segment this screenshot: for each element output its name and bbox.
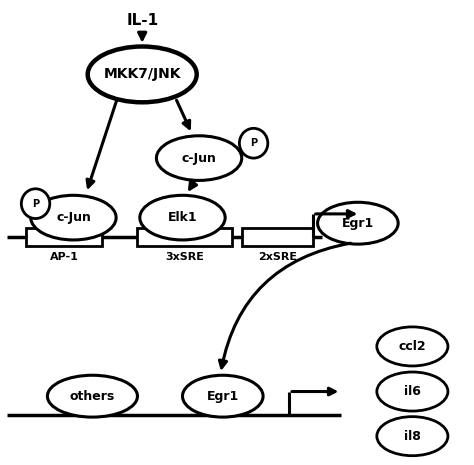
- Bar: [242, 228, 313, 246]
- Ellipse shape: [239, 128, 268, 158]
- Text: others: others: [70, 390, 115, 403]
- Text: Elk1: Elk1: [168, 211, 197, 224]
- Text: il6: il6: [404, 385, 421, 398]
- Ellipse shape: [182, 375, 263, 417]
- Text: IL-1: IL-1: [126, 13, 158, 28]
- Bar: [26, 228, 102, 246]
- Text: ccl2: ccl2: [399, 340, 426, 353]
- Text: MKK7/JNK: MKK7/JNK: [103, 67, 181, 81]
- Ellipse shape: [31, 195, 116, 240]
- Text: Egr1: Egr1: [207, 390, 239, 403]
- Ellipse shape: [140, 195, 225, 240]
- Ellipse shape: [318, 202, 398, 244]
- Text: AP-1: AP-1: [50, 252, 78, 262]
- Text: il8: il8: [404, 430, 421, 443]
- Text: Egr1: Egr1: [342, 217, 374, 230]
- Ellipse shape: [377, 327, 448, 366]
- Ellipse shape: [88, 46, 197, 102]
- Ellipse shape: [47, 375, 137, 417]
- Ellipse shape: [21, 189, 50, 219]
- Ellipse shape: [377, 372, 448, 411]
- Text: 2xSRE: 2xSRE: [258, 252, 297, 262]
- Text: c-Jun: c-Jun: [182, 152, 217, 165]
- Bar: [137, 228, 232, 246]
- Ellipse shape: [377, 417, 448, 456]
- Text: 3xSRE: 3xSRE: [165, 252, 204, 262]
- Text: c-Jun: c-Jun: [56, 211, 91, 224]
- Ellipse shape: [156, 136, 242, 180]
- Text: P: P: [250, 138, 257, 148]
- Text: P: P: [32, 199, 39, 209]
